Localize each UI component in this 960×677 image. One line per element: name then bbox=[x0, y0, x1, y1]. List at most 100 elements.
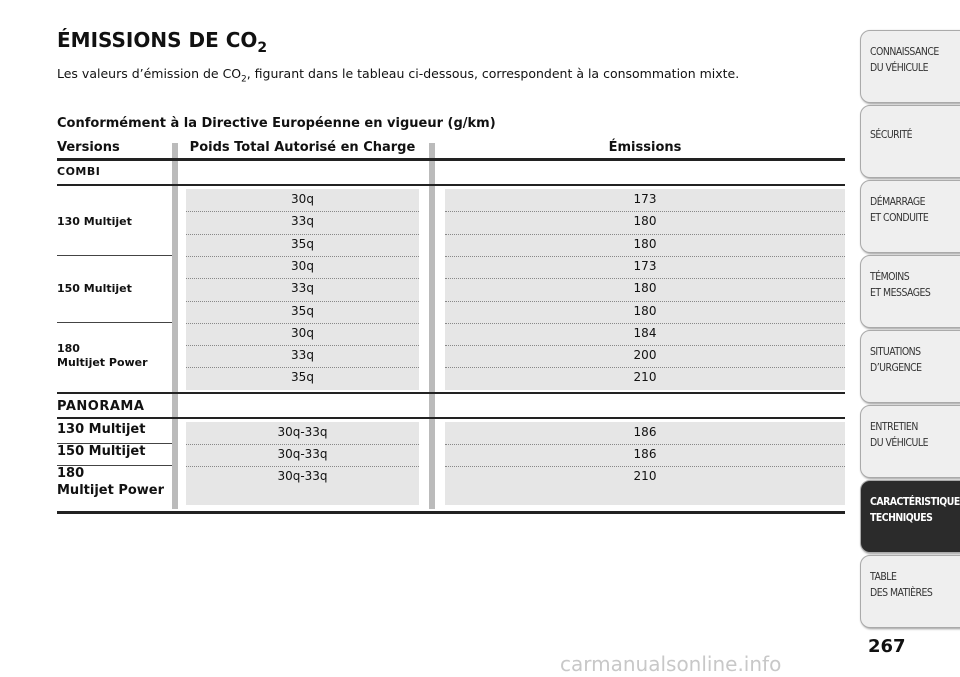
sidebar-tab: SÉCURITÉ bbox=[860, 105, 960, 178]
caption: Conformément à la Directive Européenne e… bbox=[57, 116, 496, 131]
version-label: 150 Multijet bbox=[57, 282, 132, 296]
sidebar-label: SITUATIONS bbox=[870, 345, 921, 358]
row-divider bbox=[445, 300, 845, 302]
cell-shade bbox=[186, 421, 419, 505]
sidebar-tab: TABLE DES MATIÈRES bbox=[860, 555, 960, 628]
version-label: 130 Multijet bbox=[57, 215, 132, 229]
row-divider bbox=[445, 233, 845, 235]
title-text: ÉMISSIONS DE CO bbox=[57, 28, 258, 52]
emission-cell: 173 bbox=[633, 258, 657, 273]
row-divider bbox=[186, 345, 419, 347]
emission-cell: 180 bbox=[633, 303, 657, 318]
sidebar-label: DÉMARRAGE bbox=[870, 195, 925, 208]
group-divider bbox=[57, 465, 172, 467]
row-divider bbox=[186, 278, 419, 280]
sidebar-tab: CARACTÉRISTIQUES TECHNIQUES bbox=[860, 480, 960, 553]
version-label: 180 bbox=[57, 342, 80, 356]
row-divider bbox=[186, 367, 419, 369]
weight-cell: 30q bbox=[291, 192, 314, 206]
weight-cell: 33q bbox=[291, 281, 314, 296]
emission-cell: 200 bbox=[633, 348, 657, 363]
header: Versions bbox=[57, 140, 120, 155]
rule bbox=[57, 416, 845, 419]
cell-shade bbox=[445, 421, 845, 505]
weight-cell: 30q-33q bbox=[277, 469, 328, 484]
rule bbox=[57, 158, 845, 161]
sidebar-label: DU VÉHICULE bbox=[870, 61, 929, 74]
sidebar-label: SÉCURITÉ bbox=[870, 128, 913, 141]
weight-cell: 33q bbox=[291, 214, 314, 229]
sidebar-label: DES MATIÈRES bbox=[870, 586, 933, 599]
sidebar-label: CARACTÉRISTIQUES bbox=[870, 495, 960, 508]
row-divider bbox=[186, 322, 419, 324]
row-divider bbox=[186, 444, 419, 445]
weight-cell: 33q bbox=[291, 348, 314, 363]
row-divider bbox=[445, 367, 845, 369]
weight-cell: 35q bbox=[291, 303, 314, 318]
version-label: 130 Multijet bbox=[57, 421, 146, 437]
weight-cell: 35q bbox=[291, 370, 314, 385]
version-label: Multijet Power bbox=[57, 483, 165, 499]
weight-cell: 30q-33q bbox=[277, 447, 328, 461]
sidebar-tab: DÉMARRAGE ET CONDUITE bbox=[860, 180, 960, 253]
cell-shade bbox=[186, 189, 419, 390]
intro-sub: 2 bbox=[241, 74, 247, 85]
group-divider bbox=[57, 254, 172, 256]
emission-cell: 180 bbox=[633, 281, 657, 296]
column-bar bbox=[172, 143, 178, 509]
row-divider bbox=[186, 233, 419, 235]
sidebar-label: TECHNIQUES bbox=[870, 511, 933, 524]
sidebar-tab: CONNAISSANCE DU VÉHICULE bbox=[860, 30, 960, 103]
emission-cell: 173 bbox=[633, 192, 657, 206]
row-divider bbox=[445, 345, 845, 347]
rule bbox=[57, 510, 845, 514]
version-label: 150 Multijet bbox=[57, 444, 146, 459]
sidebar-tab: TÉMOINS ET MESSAGES bbox=[860, 255, 960, 328]
version-label: 180 bbox=[57, 466, 85, 482]
title: ÉMISSIONS DE CO2 bbox=[57, 28, 267, 56]
row-divider bbox=[445, 211, 845, 213]
sidebar-label: D’URGENCE bbox=[870, 361, 922, 374]
sidebar-label: ET MESSAGES bbox=[870, 286, 931, 299]
weight-cell: 30q bbox=[291, 258, 314, 273]
row-divider bbox=[186, 255, 419, 257]
sidebar-label: ENTRETIEN bbox=[870, 420, 918, 433]
row-divider bbox=[445, 278, 845, 280]
header: Émissions bbox=[608, 140, 682, 155]
emission-cell: 186 bbox=[633, 424, 657, 439]
version-label: Multijet Power bbox=[57, 356, 148, 370]
emission-cell: 184 bbox=[633, 325, 657, 340]
emission-cell: 180 bbox=[633, 214, 657, 229]
intro-text: Les valeurs d’émission de CO bbox=[57, 66, 242, 81]
header: Poids Total Autorisé en Charge bbox=[189, 140, 416, 155]
row-divider bbox=[445, 466, 845, 468]
row-divider bbox=[445, 444, 845, 445]
title-sub: 2 bbox=[257, 40, 268, 56]
sidebar-label: DU VÉHICULE bbox=[870, 436, 929, 449]
emission-cell: 210 bbox=[633, 370, 657, 385]
emission-cell: 210 bbox=[633, 469, 657, 484]
row-divider bbox=[445, 322, 845, 324]
row-divider bbox=[186, 300, 419, 302]
intro-text: , figurant dans le tableau ci-dessous, c… bbox=[246, 66, 740, 81]
weight-cell: 30q bbox=[291, 325, 314, 340]
row-divider bbox=[186, 466, 419, 468]
sidebar-label: CONNAISSANCE bbox=[870, 45, 939, 58]
weight-cell: 30q-33q bbox=[277, 424, 328, 439]
group-divider bbox=[57, 321, 172, 323]
sidebar-label: ET CONDUITE bbox=[870, 211, 929, 224]
rule bbox=[57, 391, 845, 394]
sidebar-label: TABLE bbox=[870, 570, 897, 583]
sidebar-tab: SITUATIONS D’URGENCE bbox=[860, 330, 960, 403]
emission-cell: 186 bbox=[633, 447, 657, 461]
rule bbox=[57, 184, 845, 186]
column-bar bbox=[429, 143, 435, 509]
section-label: PANORAMA bbox=[57, 398, 145, 414]
sidebar-label: TÉMOINS bbox=[870, 270, 910, 283]
group-divider bbox=[57, 443, 172, 444]
page-number: 267 bbox=[868, 636, 906, 657]
cell-shade bbox=[445, 189, 845, 390]
row-divider bbox=[445, 255, 845, 257]
emission-cell: 180 bbox=[633, 236, 657, 251]
